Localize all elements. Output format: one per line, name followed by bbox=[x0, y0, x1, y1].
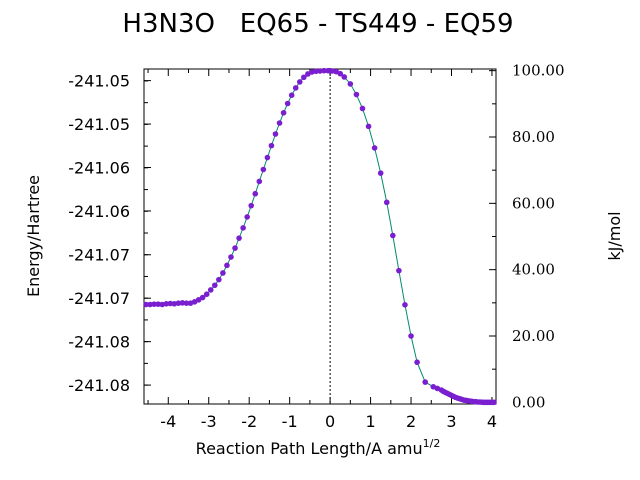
data-point bbox=[268, 142, 275, 149]
data-point bbox=[288, 92, 295, 99]
data-point bbox=[321, 67, 327, 74]
y-left-tick-label: -241.05 bbox=[68, 115, 130, 134]
data-point bbox=[220, 270, 226, 276]
data-point bbox=[216, 276, 222, 283]
data-point bbox=[151, 301, 157, 307]
data-point bbox=[292, 85, 299, 91]
data-point bbox=[276, 120, 283, 126]
data-point bbox=[301, 74, 307, 81]
x-tick-label: 2 bbox=[406, 412, 416, 431]
y-left-tick-label: -241.08 bbox=[68, 376, 130, 395]
data-point bbox=[248, 202, 255, 209]
data-point bbox=[244, 214, 250, 220]
data-point bbox=[179, 300, 186, 306]
data-point bbox=[207, 287, 214, 293]
data-point bbox=[240, 225, 246, 231]
data-point bbox=[195, 297, 202, 303]
data-point bbox=[203, 291, 210, 298]
data-point bbox=[402, 302, 408, 308]
y-left-tick-label: -241.07 bbox=[68, 289, 130, 308]
data-point bbox=[383, 199, 390, 206]
plot-frame bbox=[143, 68, 497, 405]
data-point bbox=[252, 190, 259, 197]
y-right-tick-label: 80.00 bbox=[512, 128, 555, 146]
data-point bbox=[337, 70, 344, 77]
data-point bbox=[264, 154, 271, 161]
data-point bbox=[347, 81, 354, 87]
energy-curve bbox=[146, 70, 494, 403]
x-tick-label: 1 bbox=[365, 412, 375, 431]
y-axis-label: Energy/Hartree bbox=[24, 175, 43, 297]
x-axis-label: Reaction Path Length/A amu1/2 bbox=[196, 437, 441, 458]
data-point bbox=[232, 245, 238, 251]
data-point bbox=[491, 399, 497, 406]
data-point bbox=[353, 91, 360, 98]
data-point bbox=[414, 359, 420, 366]
data-point bbox=[296, 79, 303, 85]
y-right-tick-label: 60.00 bbox=[512, 194, 555, 212]
data-point bbox=[256, 178, 263, 185]
data-point bbox=[317, 68, 323, 74]
x-tick-label: 3 bbox=[446, 412, 456, 431]
data-point bbox=[272, 131, 279, 137]
data-point bbox=[143, 301, 149, 308]
chart-title: H3N3O EQ65 - TS449 - EQ59 bbox=[122, 9, 513, 39]
y-right-tick-label: 100.00 bbox=[512, 62, 565, 80]
data-point bbox=[183, 300, 190, 306]
data-point bbox=[377, 170, 384, 176]
y-right-tick-label: 20.00 bbox=[512, 327, 555, 345]
data-point bbox=[284, 100, 291, 107]
x-tick-label: -3 bbox=[201, 412, 217, 431]
data-point bbox=[199, 294, 206, 301]
y-left-tick-label: -241.06 bbox=[68, 159, 130, 178]
data-point bbox=[167, 300, 174, 307]
data-point bbox=[359, 105, 366, 112]
data-point bbox=[313, 68, 319, 75]
x-tick-label: -1 bbox=[282, 412, 298, 431]
data-point bbox=[175, 300, 182, 306]
data-point bbox=[228, 254, 234, 260]
data-point bbox=[390, 232, 396, 239]
energy-points bbox=[143, 67, 497, 406]
data-point bbox=[236, 235, 242, 241]
x-tick-label: -2 bbox=[241, 412, 257, 431]
data-point bbox=[280, 109, 287, 116]
data-point bbox=[155, 301, 161, 307]
axis-ticks: -4 -3 -2 -1 0 1 2 3 4 -241.05 -241.05 -241.06 -241.0… bbox=[68, 62, 564, 431]
y2-axis-label: kJ/mol bbox=[605, 211, 624, 260]
y-left-tick-label: -241.08 bbox=[68, 333, 130, 352]
data-point bbox=[341, 74, 348, 80]
energy-line bbox=[146, 70, 494, 403]
y-right-tick-label: 0.00 bbox=[512, 393, 545, 411]
data-point bbox=[163, 301, 170, 307]
data-point bbox=[224, 262, 230, 269]
y-left-tick-label: -241.06 bbox=[68, 202, 130, 221]
x-tick-label: -4 bbox=[160, 412, 176, 431]
data-point bbox=[212, 282, 218, 289]
y-right-tick-label: 40.00 bbox=[512, 261, 555, 279]
data-point bbox=[365, 123, 372, 130]
x-tick-label: 4 bbox=[487, 412, 497, 431]
data-point bbox=[396, 267, 402, 274]
data-point bbox=[260, 166, 267, 173]
data-point bbox=[422, 379, 428, 385]
data-point bbox=[147, 301, 153, 308]
x-tick-label: 0 bbox=[325, 412, 335, 431]
y-left-tick-label: -241.07 bbox=[68, 246, 130, 265]
data-point bbox=[371, 145, 378, 151]
y-left-tick-label: -241.05 bbox=[68, 72, 130, 91]
data-point bbox=[408, 333, 414, 339]
